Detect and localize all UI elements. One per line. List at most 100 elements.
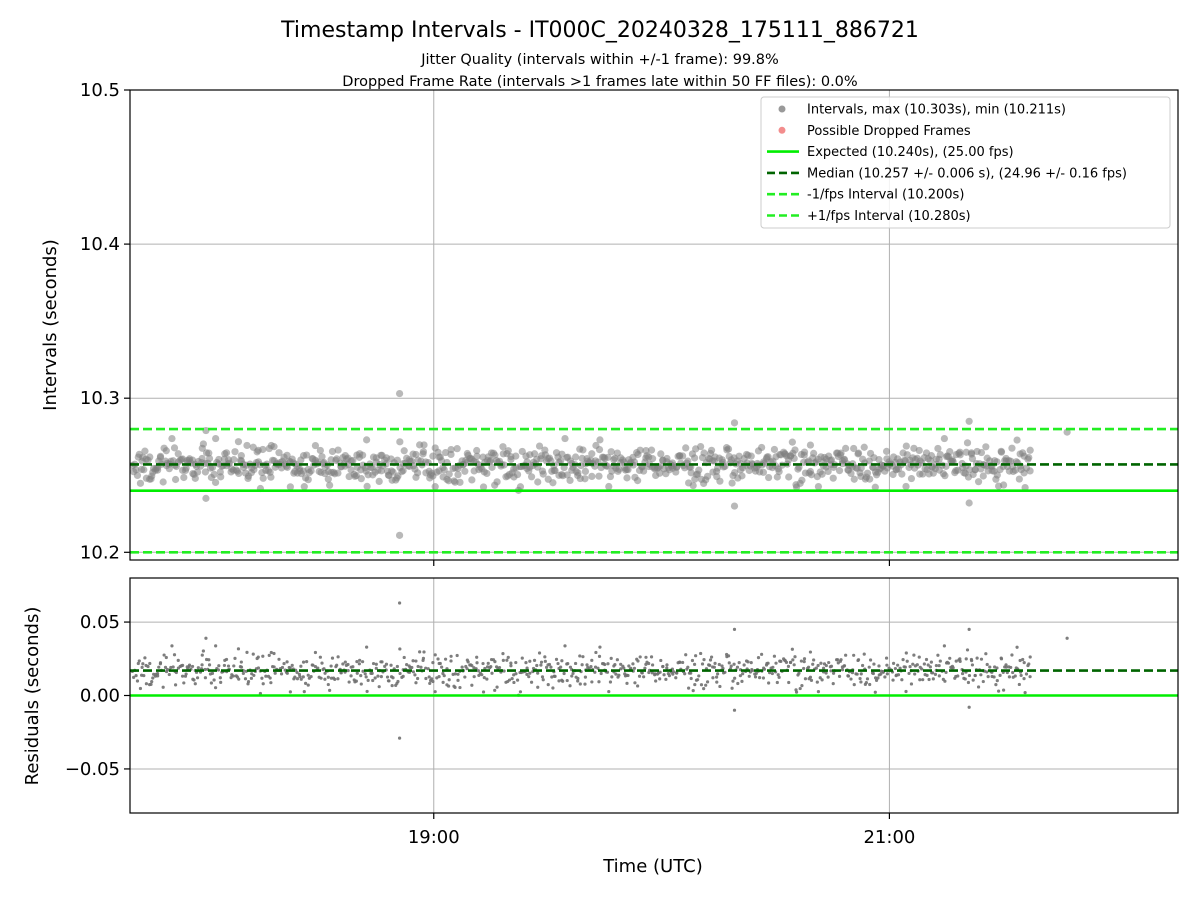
data-point (563, 471, 571, 479)
data-point (501, 652, 505, 656)
data-point (563, 644, 567, 648)
data-point (243, 677, 248, 681)
data-point (931, 671, 935, 675)
data-point (1026, 446, 1034, 454)
data-point (334, 469, 342, 477)
data-point (300, 483, 308, 491)
data-point (449, 659, 453, 663)
intervals-y-axis-label: Intervals (seconds) (40, 239, 61, 411)
data-point (140, 466, 148, 474)
data-point (199, 440, 207, 448)
y-tick-label: 0.05 (80, 612, 120, 633)
data-point (808, 675, 813, 679)
outlier-point (397, 601, 402, 605)
data-point (326, 481, 334, 489)
data-point (566, 661, 570, 666)
data-point (568, 684, 572, 688)
data-point (316, 666, 320, 670)
data-point (142, 673, 146, 678)
data-point (479, 483, 488, 491)
data-point (999, 481, 1008, 489)
data-point (1028, 675, 1032, 679)
data-point (837, 674, 842, 679)
data-point (251, 652, 255, 656)
data-point (470, 683, 474, 687)
data-point (440, 466, 448, 474)
data-point (453, 445, 461, 453)
data-point (821, 666, 826, 670)
data-point (596, 436, 604, 444)
data-point (488, 463, 496, 471)
axis-ticks: 10.2 10.3 10.4 10.5 (80, 80, 891, 566)
data-point (447, 678, 451, 682)
legend-box (760, 96, 1171, 229)
data-point (879, 672, 883, 676)
legend-label: Possible Dropped Frames (807, 124, 971, 139)
data-point (946, 448, 954, 456)
data-point (330, 656, 335, 660)
data-point (445, 477, 453, 485)
outlier-point (202, 494, 210, 502)
data-point (731, 679, 735, 683)
data-point (911, 662, 915, 666)
data-point (515, 678, 520, 682)
data-point (410, 665, 414, 670)
data-point (818, 470, 826, 478)
data-point (985, 662, 989, 667)
data-point (540, 675, 545, 679)
data-point (509, 664, 513, 668)
data-point (678, 660, 682, 665)
data-point (230, 456, 238, 464)
data-point (770, 445, 779, 454)
data-point (812, 658, 816, 662)
data-point (617, 673, 621, 677)
data-point (753, 675, 758, 679)
data-point (537, 651, 542, 655)
data-point (689, 481, 697, 490)
data-point (997, 689, 1001, 693)
data-point (148, 661, 152, 666)
data-point (556, 661, 560, 666)
data-point (335, 663, 339, 667)
data-point (416, 664, 420, 669)
data-point (747, 452, 755, 460)
data-point (193, 682, 197, 686)
data-point (465, 667, 469, 671)
data-point (261, 654, 265, 658)
data-point (960, 671, 965, 676)
data-point (786, 664, 791, 668)
data-point (527, 675, 531, 679)
data-point (791, 446, 799, 454)
chart-title: Timestamp Intervals - IT000C_20240328_17… (280, 18, 919, 43)
data-point (918, 678, 922, 682)
data-point (761, 676, 766, 680)
data-point (707, 446, 716, 454)
data-point (737, 661, 741, 665)
data-point (136, 479, 145, 487)
data-point (697, 674, 701, 678)
data-point (453, 685, 457, 689)
data-point (933, 672, 938, 677)
data-point (614, 672, 618, 676)
data-point (800, 448, 809, 456)
data-point (303, 451, 311, 459)
outlier-point (204, 636, 208, 640)
data-point (1023, 690, 1027, 695)
data-point (539, 470, 547, 478)
data-point (729, 664, 733, 668)
data-point (802, 660, 806, 664)
data-point (730, 686, 734, 690)
y-tick-label: 10.4 (80, 234, 120, 255)
data-point (836, 658, 840, 662)
data-point (767, 681, 771, 685)
data-point (944, 670, 948, 674)
data-point (541, 678, 545, 682)
data-point (603, 662, 607, 667)
data-point (144, 682, 149, 686)
data-point (311, 441, 320, 450)
data-point (903, 451, 911, 459)
data-point (720, 664, 724, 668)
data-point (684, 653, 688, 657)
data-point (456, 478, 464, 486)
data-point (171, 475, 180, 484)
